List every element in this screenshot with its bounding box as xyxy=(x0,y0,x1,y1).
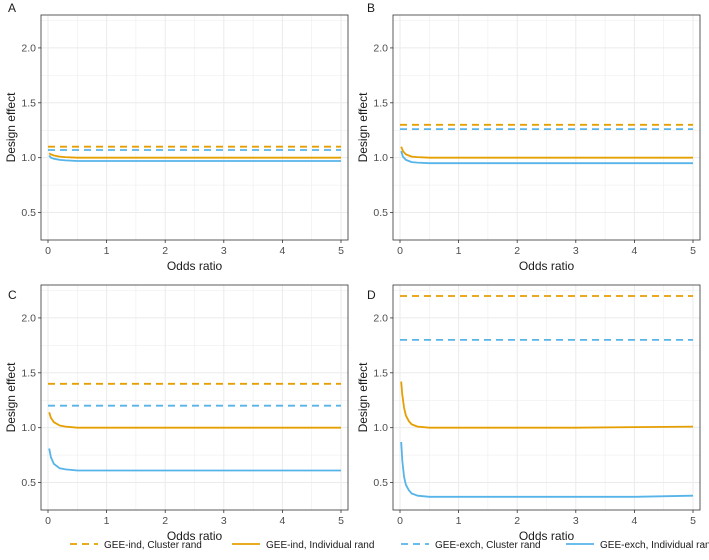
tick-label-x: 1 xyxy=(104,245,110,257)
tick-label-x: 0 xyxy=(397,515,403,527)
tick-label-x: 2 xyxy=(514,515,520,527)
legend-item: GEE-ind, Cluster rand xyxy=(70,540,202,551)
tick-label-x: 0 xyxy=(45,245,51,257)
panel-border xyxy=(392,14,701,241)
panel-a: A 0 1 2 3 4 5 0.5 1.0 1.5 2.0 Odds ratio Design effe… xyxy=(4,1,349,273)
y-axis-title: Design effect xyxy=(4,362,18,432)
series-line-gee-ind-individual-rand xyxy=(48,152,341,159)
tick-label-x: 1 xyxy=(456,515,462,527)
tick-label-x: 3 xyxy=(221,245,227,257)
tick-label-y: 2.0 xyxy=(373,312,388,324)
tick-label-y: 1.5 xyxy=(21,97,36,109)
tick-label-x: 1 xyxy=(104,515,110,527)
series-line-gee-exch-individual-rand xyxy=(400,441,694,498)
series-line-gee-ind-individual-rand xyxy=(400,146,693,159)
x-axis-title: Odds ratio xyxy=(167,259,223,273)
tick-label-x: 0 xyxy=(45,515,51,527)
tick-label-y: 2.0 xyxy=(21,42,36,54)
x-axis-title: Odds ratio xyxy=(167,529,223,543)
legend-item: GEE-exch, Individual rand xyxy=(566,540,709,551)
panel-border xyxy=(392,284,701,511)
tick-label-x: 0 xyxy=(397,245,403,257)
tick-label-x: 5 xyxy=(690,245,696,257)
y-axis-title: Design effect xyxy=(4,92,18,162)
tick-label-y: 0.5 xyxy=(373,477,388,489)
tick-label-x: 4 xyxy=(279,245,285,257)
tick-label-y: 2.0 xyxy=(21,312,36,324)
tick-label-y: 1.0 xyxy=(21,422,36,434)
tick-label-y: 2.0 xyxy=(373,42,388,54)
legend-label: GEE-exch, Cluster rand xyxy=(435,540,541,551)
panel-letter: A xyxy=(8,1,16,15)
tick-label-x: 5 xyxy=(690,515,696,527)
panel-b: B 0 1 2 3 4 5 0.5 1.0 1.5 2.0 Odds ratio Design effe… xyxy=(356,1,701,273)
tick-label-y: 0.5 xyxy=(21,207,36,219)
x-axis-title: Odds ratio xyxy=(519,529,575,543)
tick-label-y: 1.5 xyxy=(373,367,388,379)
tick-label-x: 4 xyxy=(631,515,637,527)
legend-item: GEE-exch, Cluster rand xyxy=(401,540,541,551)
panel-letter: B xyxy=(367,1,375,15)
panel-border xyxy=(40,14,349,241)
tick-label-y: 0.5 xyxy=(21,477,36,489)
panel-border xyxy=(40,284,349,511)
legend-item: GEE-ind, Individual rand xyxy=(232,540,374,551)
panel-letter: C xyxy=(8,288,17,302)
y-axis-title: Design effect xyxy=(356,92,370,162)
tick-label-x: 3 xyxy=(573,515,579,527)
panel-letter: D xyxy=(367,288,376,302)
series-line-gee-ind-individual-rand xyxy=(48,412,341,429)
tick-label-y: 1.5 xyxy=(373,97,388,109)
tick-label-x: 5 xyxy=(338,515,344,527)
legend-label: GEE-ind, Cluster rand xyxy=(104,540,202,551)
tick-label-y: 1.0 xyxy=(21,152,36,164)
tick-label-y: 1.5 xyxy=(21,367,36,379)
tick-label-x: 2 xyxy=(514,245,520,257)
tick-label-y: 1.0 xyxy=(373,152,388,164)
tick-label-x: 2 xyxy=(162,515,168,527)
series-line-gee-exch-individual-rand xyxy=(48,448,341,472)
x-axis-title: Odds ratio xyxy=(519,259,575,273)
tick-label-y: 1.0 xyxy=(373,422,388,434)
legend-label: GEE-ind, Individual rand xyxy=(266,540,374,551)
tick-label-x: 1 xyxy=(456,245,462,257)
panel-c: C 0 1 2 3 4 5 0.5 1.0 1.5 2.0 Odds ratio Design effe… xyxy=(4,284,349,543)
tick-label-x: 3 xyxy=(573,245,579,257)
tick-label-x: 2 xyxy=(162,245,168,257)
y-axis-title: Design effect xyxy=(356,362,370,432)
series-line-gee-exch-individual-rand xyxy=(400,150,693,165)
tick-label-x: 4 xyxy=(279,515,285,527)
panel-d: D 0 1 2 3 4 5 0.5 1.0 1.5 2.0 Odds ratio Design effe… xyxy=(356,284,701,543)
tick-label-y: 0.5 xyxy=(373,207,388,219)
tick-label-x: 3 xyxy=(221,515,227,527)
legend: GEE-ind, Cluster rand GEE-ind, Individual… xyxy=(70,540,709,551)
series-line-gee-exch-individual-rand xyxy=(48,154,341,162)
series-line-gee-ind-individual-rand xyxy=(400,381,694,429)
tick-label-x: 5 xyxy=(338,245,344,257)
tick-label-x: 4 xyxy=(631,245,637,257)
legend-label: GEE-exch, Individual rand xyxy=(600,540,709,551)
